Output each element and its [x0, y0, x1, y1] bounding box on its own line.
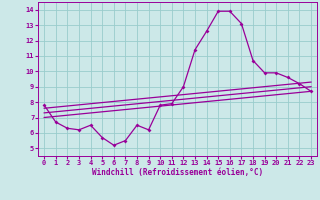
X-axis label: Windchill (Refroidissement éolien,°C): Windchill (Refroidissement éolien,°C): [92, 168, 263, 177]
